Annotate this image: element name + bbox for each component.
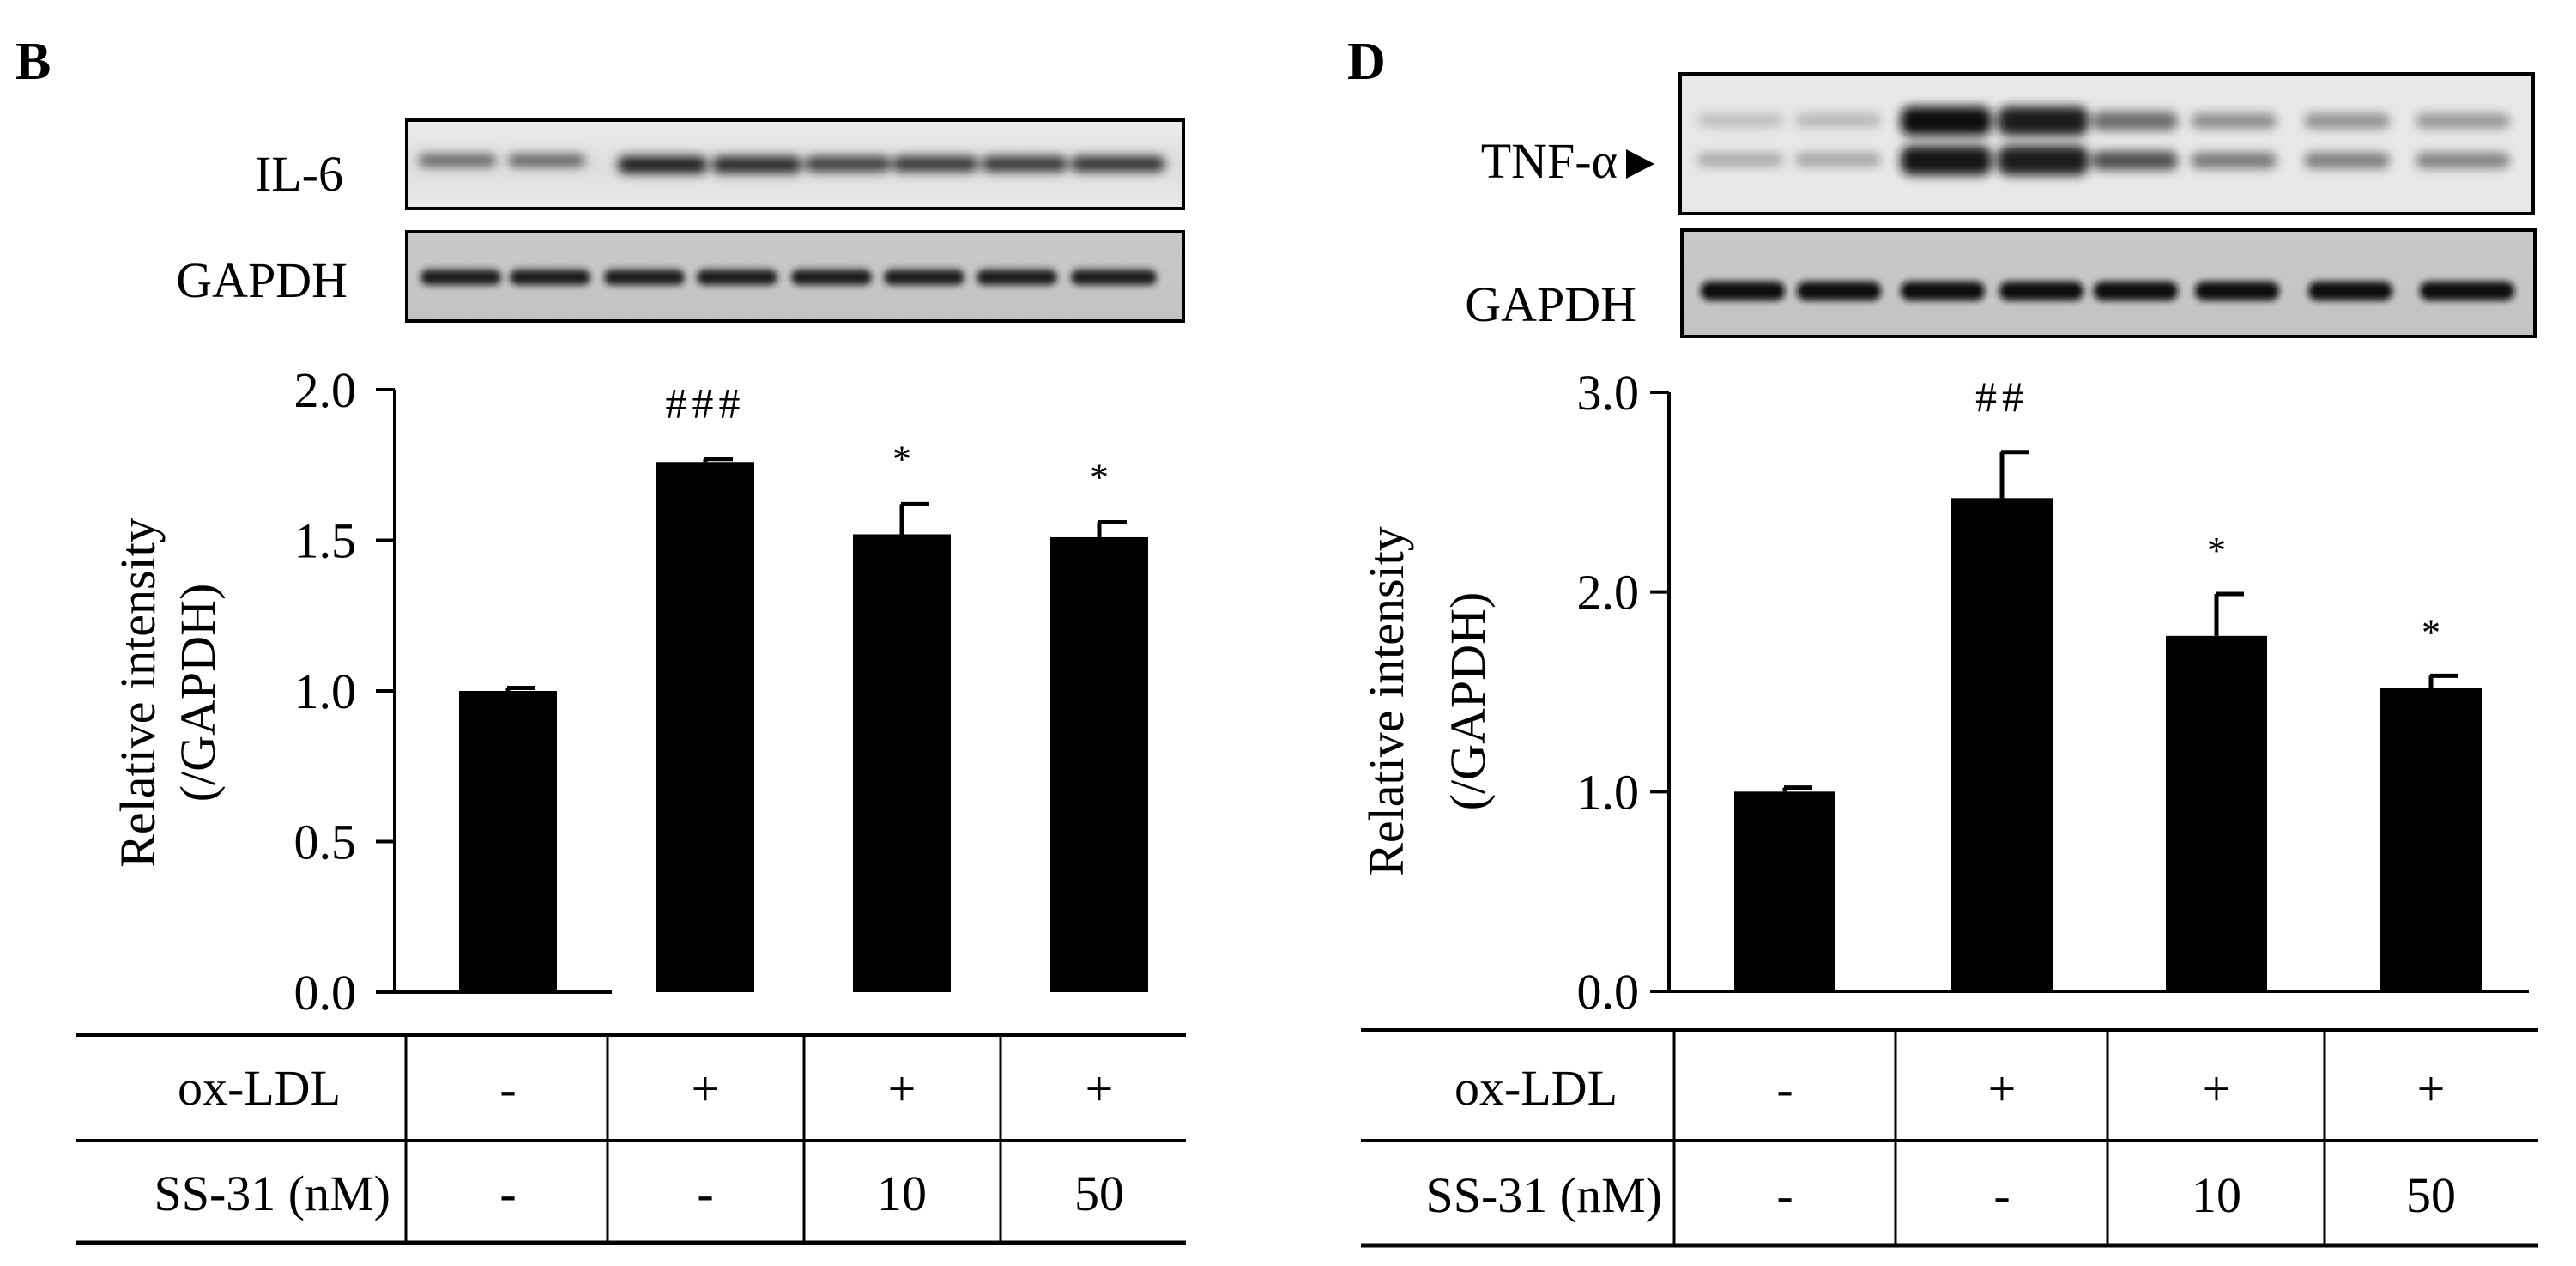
significance-mark: *: [892, 438, 911, 480]
y-tick-label: 2.0: [1577, 565, 1640, 621]
bar: [1050, 536, 1148, 992]
condition-table-b: ox-LDL SS-31 (nM) - + + + - - 10 50: [76, 1033, 1186, 1245]
bar: [656, 462, 754, 992]
y-tick-label: 0.0: [1577, 964, 1640, 1020]
y-tick-label: 0.0: [294, 965, 357, 1021]
cell-oxldl-3: +: [2203, 1061, 2231, 1117]
bar: [459, 691, 557, 992]
significance-mark: *: [1090, 456, 1109, 498]
bar: [2380, 688, 2482, 991]
western-blot-tnf: [1678, 72, 2535, 215]
significance-mark: ##: [1975, 373, 2029, 421]
significance-mark: *: [2422, 611, 2440, 653]
panel-b: B IL-6 GAPDH: [15, 33, 1186, 1245]
y-tick-label: 1.0: [294, 663, 357, 719]
bar: [2166, 635, 2267, 991]
y-axis-title-unit: (/GAPDH): [170, 584, 226, 803]
cell-ss31-3: 10: [877, 1166, 927, 1221]
cell-oxldl-1: -: [499, 1061, 516, 1117]
blot-label-il6: IL-6: [255, 146, 343, 202]
panel-label: D: [1347, 33, 1386, 91]
bar: [1734, 791, 1835, 991]
panel-d: D TNF-α: [1347, 33, 2538, 1248]
western-blot-gapdh-b: [405, 230, 1185, 323]
arrowhead-icon: [1626, 149, 1654, 179]
row-label-ss31: SS-31 (nM): [1425, 1167, 1662, 1223]
y-tick-label: 0.5: [294, 815, 357, 870]
cell-oxldl-2: +: [1988, 1061, 2017, 1117]
cell-ss31-2: -: [1993, 1167, 2010, 1223]
row-label-ss31: SS-31 (nM): [154, 1166, 390, 1221]
y-axis-title: Relative intensity: [110, 518, 166, 868]
row-label-ox-ldl: ox-LDL: [178, 1060, 341, 1116]
western-blot-gapdh-d: [1680, 228, 2537, 338]
blot-label-gapdh-d: GAPDH: [1465, 276, 1636, 332]
cell-oxldl-4: +: [1085, 1061, 1114, 1117]
cell-oxldl-2: +: [692, 1061, 720, 1117]
y-tick-label: 3.0: [1577, 365, 1640, 421]
cell-ss31-3: 10: [2192, 1167, 2241, 1223]
y-axis-title-unit: (/GAPDH): [1440, 592, 1496, 811]
western-blot-il6: [405, 118, 1185, 210]
bar: [1951, 498, 2053, 991]
y-axis-title: Relative intensity: [1358, 526, 1414, 876]
significance-mark: ###: [666, 379, 746, 427]
cell-oxldl-1: -: [1776, 1061, 1793, 1117]
bar-chart-d: Relative intensity (/GAPDH) 0.0 1.0 2.0 3.0…: [1358, 365, 2529, 1020]
row-label-ox-ldl: ox-LDL: [1454, 1060, 1618, 1116]
bar: [853, 534, 951, 992]
panel-label: B: [15, 33, 51, 91]
cell-ss31-2: -: [697, 1166, 713, 1221]
blot-label-gapdh-b: GAPDH: [176, 252, 348, 308]
cell-ss31-4: 50: [1074, 1166, 1124, 1221]
bar-chart-b: Relative intensity (/GAPDH) 0.0 0.5 1.0 1.5…: [110, 362, 1148, 1021]
cell-oxldl-3: +: [888, 1061, 916, 1117]
y-tick-label: 1.0: [1577, 764, 1640, 820]
cell-oxldl-4: +: [2417, 1061, 2446, 1117]
y-tick-label: 1.5: [294, 513, 357, 569]
y-tick-label: 2.0: [294, 362, 357, 418]
condition-table-d: ox-LDL SS-31 (nM) - + + + - - 10 50: [1361, 1028, 2538, 1248]
significance-mark: *: [2207, 530, 2226, 572]
blot-label-tnf: TNF-α: [1481, 133, 1618, 189]
cell-ss31-1: -: [499, 1166, 516, 1221]
cell-ss31-1: -: [1776, 1167, 1793, 1223]
cell-ss31-4: 50: [2406, 1167, 2456, 1223]
